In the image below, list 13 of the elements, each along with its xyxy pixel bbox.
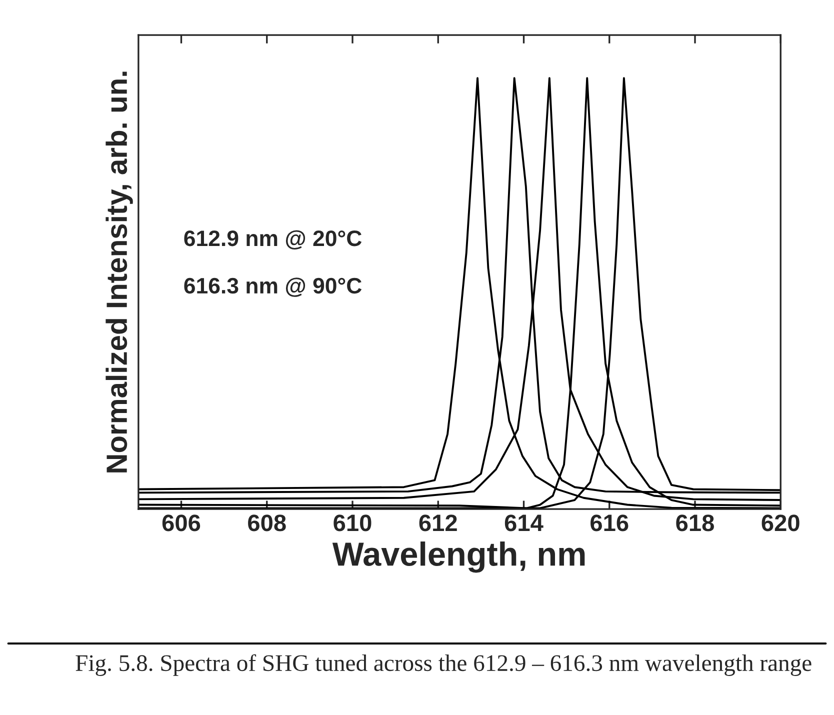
x-tick-label: 618 — [676, 514, 714, 532]
annotation: 612.9 nm @ 20°C — [184, 230, 362, 250]
x-tick-label: 610 — [334, 514, 372, 532]
x-axis-title: Wavelength, nm — [332, 542, 585, 573]
annotation: 616.3 nm @ 90°C — [184, 278, 362, 297]
x-tick-label: 612 — [419, 514, 457, 532]
x-tick-label: 606 — [162, 514, 200, 532]
x-tick-label: 616 — [590, 514, 628, 532]
x-tick-label: 608 — [248, 514, 286, 532]
x-tick-label: 620 — [762, 514, 800, 532]
x-tick-label: 614 — [504, 514, 544, 532]
y-axis-title: Normalized Intensity, arb. un. — [106, 72, 133, 472]
caption: Fig. 5.8. Spectra of SHG tuned across the 612.9 – 616.3 nm wavelength range — [76, 654, 812, 676]
